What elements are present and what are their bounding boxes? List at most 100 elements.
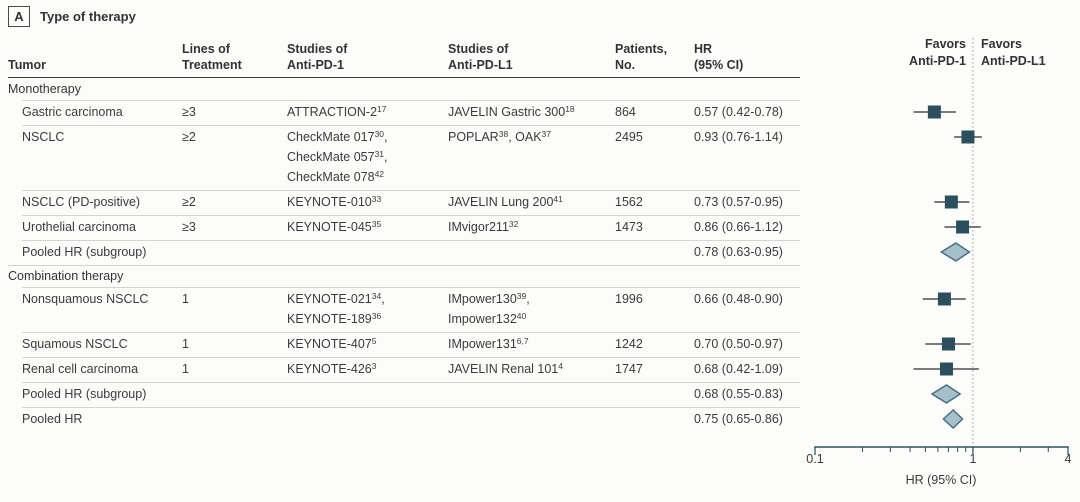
study-line: IMpower13039,	[448, 290, 530, 306]
hr-ci-cell: 0.66 (0.48-0.90)	[694, 292, 783, 306]
reference-superscript: 32	[508, 218, 519, 229]
reference-superscript: 6,7	[516, 335, 529, 346]
studies-anti-pd-l1-cell: JAVELIN Gastric 30018	[448, 102, 615, 122]
studies-anti-pd-l1-cell: JAVELIN Renal 1014	[448, 359, 615, 379]
studies-anti-pd-1-cell: KEYNOTE-01033	[287, 192, 448, 212]
hr-point-square	[941, 337, 955, 351]
reference-superscript: 35	[371, 218, 382, 229]
table-body: Monotherapy Gastric carcinoma ≥3 ATTRACTION…	[8, 78, 800, 432]
reference-superscript: 37	[541, 128, 552, 139]
lines-of-treatment-cell: 1	[182, 292, 189, 306]
tumor-cell: Urothelial carcinoma	[22, 220, 136, 234]
patients-cell: 1242	[615, 337, 643, 351]
lines-of-treatment-cell: ≥2	[182, 195, 196, 209]
studies-anti-pd-1-cell: ATTRACTION-217	[287, 102, 448, 122]
reference-superscript: 30	[374, 128, 385, 139]
column-header-hr: HR (95% CI)	[694, 42, 744, 72]
pooled-hr-diamond	[939, 242, 971, 262]
panel-header: A Type of therapy	[8, 6, 136, 27]
reference-superscript: 34	[371, 290, 382, 301]
reference-superscript: 39	[516, 290, 527, 301]
reference-superscript: 17	[377, 103, 387, 114]
hr-point-square	[927, 105, 941, 119]
pooled-hr-diamond	[942, 408, 964, 430]
table-row: Pooled HR (subgroup) 0.68 (0.55-0.83)	[8, 382, 800, 407]
column-header-patients: Patients, No.	[615, 42, 668, 72]
studies-anti-pd-1-cell: CheckMate 01730, CheckMate 05731, CheckMat…	[287, 127, 448, 187]
axis-title: HR (95% CI)	[905, 473, 977, 487]
study-line: KEYNOTE-01033	[287, 193, 382, 209]
table-row: NSCLC ≥2 CheckMate 01730, CheckMate 05731, C…	[8, 125, 800, 190]
study-line: POPLAR38, OAK37	[448, 128, 552, 144]
study-line: JAVELIN Renal 1014	[448, 360, 563, 376]
reference-superscript: 5	[371, 335, 377, 346]
patients-cell	[615, 384, 694, 404]
studies-anti-pd-1-cell	[287, 409, 448, 429]
table-row: Pooled HR (subgroup) 0.78 (0.63-0.95)	[8, 240, 800, 265]
section-row: Combination therapy	[8, 265, 800, 287]
hr-point-square	[944, 195, 958, 209]
reference-superscript: 40	[516, 310, 527, 321]
studies-anti-pd-l1-cell: IMvigor21132	[448, 217, 615, 237]
lines-of-treatment-cell: 1	[182, 362, 189, 376]
lines-of-treatment-cell: 1	[182, 337, 189, 351]
reference-superscript: 36	[371, 310, 382, 321]
lines-of-treatment-cell: ≥3	[182, 105, 196, 119]
reference-superscript: 38	[498, 128, 509, 139]
studies-anti-pd-l1-cell: POPLAR38, OAK37	[448, 127, 615, 187]
hr-ci-cell: 0.78 (0.63-0.95)	[694, 245, 783, 259]
tumor-cell: NSCLC (PD-positive)	[22, 195, 141, 209]
table-row: Gastric carcinoma ≥3 ATTRACTION-217 JAVELIN…	[8, 100, 800, 125]
studies-anti-pd-1-cell	[287, 242, 448, 262]
studies-anti-pd-l1-cell: IMpower1316,7	[448, 334, 615, 354]
hr-point-square	[937, 292, 951, 306]
axis-tick-label-0-1: 0.1	[806, 452, 824, 466]
results-table: Tumor Lines of Treatment Studies of Anti…	[8, 36, 800, 432]
favors-anti-pd-1-label: Favors Anti-PD-1	[909, 37, 966, 68]
table-row: Nonsquamous NSCLC 1 KEYNOTE-02134, KEYNOTE-…	[8, 287, 800, 332]
table-row: Pooled HR 0.75 (0.65-0.86)	[8, 407, 800, 432]
study-line: JAVELIN Gastric 30018	[448, 103, 575, 119]
study-line: KEYNOTE-4263	[287, 360, 377, 376]
table-header-row: Tumor Lines of Treatment Studies of Anti…	[8, 36, 800, 78]
hr-point-square	[961, 130, 975, 144]
study-line: IMvigor21132	[448, 218, 519, 234]
patients-cell	[615, 242, 694, 262]
studies-anti-pd-l1-cell: JAVELIN Lung 20041	[448, 192, 615, 212]
reference-superscript: 18	[565, 103, 575, 114]
table-row: Squamous NSCLC 1 KEYNOTE-4075 IMpower1316,7…	[8, 332, 800, 357]
panel-title: Type of therapy	[40, 9, 136, 24]
hr-ci-cell: 0.75 (0.65-0.86)	[694, 412, 783, 426]
study-line: CheckMate 05731,	[287, 148, 388, 164]
studies-anti-pd-l1-cell	[448, 242, 615, 262]
tumor-cell: Squamous NSCLC	[22, 337, 128, 351]
reference-superscript: 33	[371, 193, 382, 204]
patients-cell: 1747	[615, 362, 643, 376]
table-row: NSCLC (PD-positive) ≥2 KEYNOTE-01033 JAVELI…	[8, 190, 800, 215]
studies-anti-pd-1-cell: KEYNOTE-02134, KEYNOTE-18936	[287, 289, 448, 329]
hr-ci-cell: 0.70 (0.50-0.97)	[694, 337, 783, 351]
reference-superscript: 3	[371, 360, 377, 371]
study-line: Impower13240	[448, 310, 527, 326]
column-header-tumor: Tumor	[8, 58, 46, 72]
tumor-cell: Gastric carcinoma	[22, 105, 123, 119]
reference-superscript: 41	[553, 193, 563, 204]
tumor-cell: Pooled HR (subgroup)	[22, 245, 147, 259]
study-line: ATTRACTION-217	[287, 103, 387, 119]
tumor-cell: Combination therapy	[8, 269, 124, 283]
column-header-lines-of-treatment: Lines of Treatment	[182, 42, 242, 72]
column-header-studies-anti-pd-1: Studies of Anti-PD-1	[287, 42, 348, 72]
hr-ci-cell: 0.73 (0.57-0.95)	[694, 195, 783, 209]
study-line: IMpower1316,7	[448, 335, 529, 351]
axis-tick-label-1: 1	[969, 452, 977, 466]
lines-of-treatment-cell: ≥3	[182, 220, 196, 234]
table-row: Urothelial carcinoma ≥3 KEYNOTE-04535 IMvig…	[8, 215, 800, 240]
pooled-hr-diamond	[930, 384, 962, 404]
lines-of-treatment-cell	[182, 384, 287, 404]
table-row: Renal cell carcinoma 1 KEYNOTE-4263 JAVELIN…	[8, 357, 800, 382]
lines-of-treatment-cell	[182, 242, 287, 262]
patients-cell: 864	[615, 105, 636, 119]
hr-ci-cell: 0.93 (0.76-1.14)	[694, 130, 783, 144]
hr-ci-cell: 0.68 (0.42-1.09)	[694, 362, 783, 376]
